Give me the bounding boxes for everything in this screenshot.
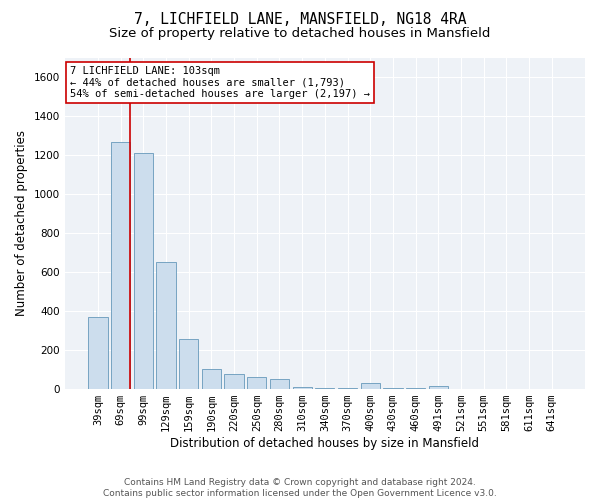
Bar: [293, 387, 312, 389]
Bar: [270, 380, 289, 389]
Bar: [315, 388, 334, 389]
Bar: [428, 386, 448, 389]
Text: 7 LICHFIELD LANE: 103sqm
← 44% of detached houses are smaller (1,793)
54% of sem: 7 LICHFIELD LANE: 103sqm ← 44% of detach…: [70, 66, 370, 99]
Text: Size of property relative to detached houses in Mansfield: Size of property relative to detached ho…: [109, 28, 491, 40]
Bar: [247, 378, 266, 389]
Bar: [224, 374, 244, 389]
Bar: [383, 388, 403, 389]
Text: 7, LICHFIELD LANE, MANSFIELD, NG18 4RA: 7, LICHFIELD LANE, MANSFIELD, NG18 4RA: [134, 12, 466, 28]
Bar: [111, 142, 130, 389]
Bar: [134, 153, 153, 389]
Text: Contains HM Land Registry data © Crown copyright and database right 2024.
Contai: Contains HM Land Registry data © Crown c…: [103, 478, 497, 498]
X-axis label: Distribution of detached houses by size in Mansfield: Distribution of detached houses by size …: [170, 437, 479, 450]
Bar: [157, 262, 176, 389]
Bar: [179, 340, 199, 389]
Y-axis label: Number of detached properties: Number of detached properties: [15, 130, 28, 316]
Bar: [202, 368, 221, 389]
Bar: [406, 388, 425, 389]
Bar: [361, 383, 380, 389]
Bar: [338, 388, 357, 389]
Bar: [88, 317, 107, 389]
